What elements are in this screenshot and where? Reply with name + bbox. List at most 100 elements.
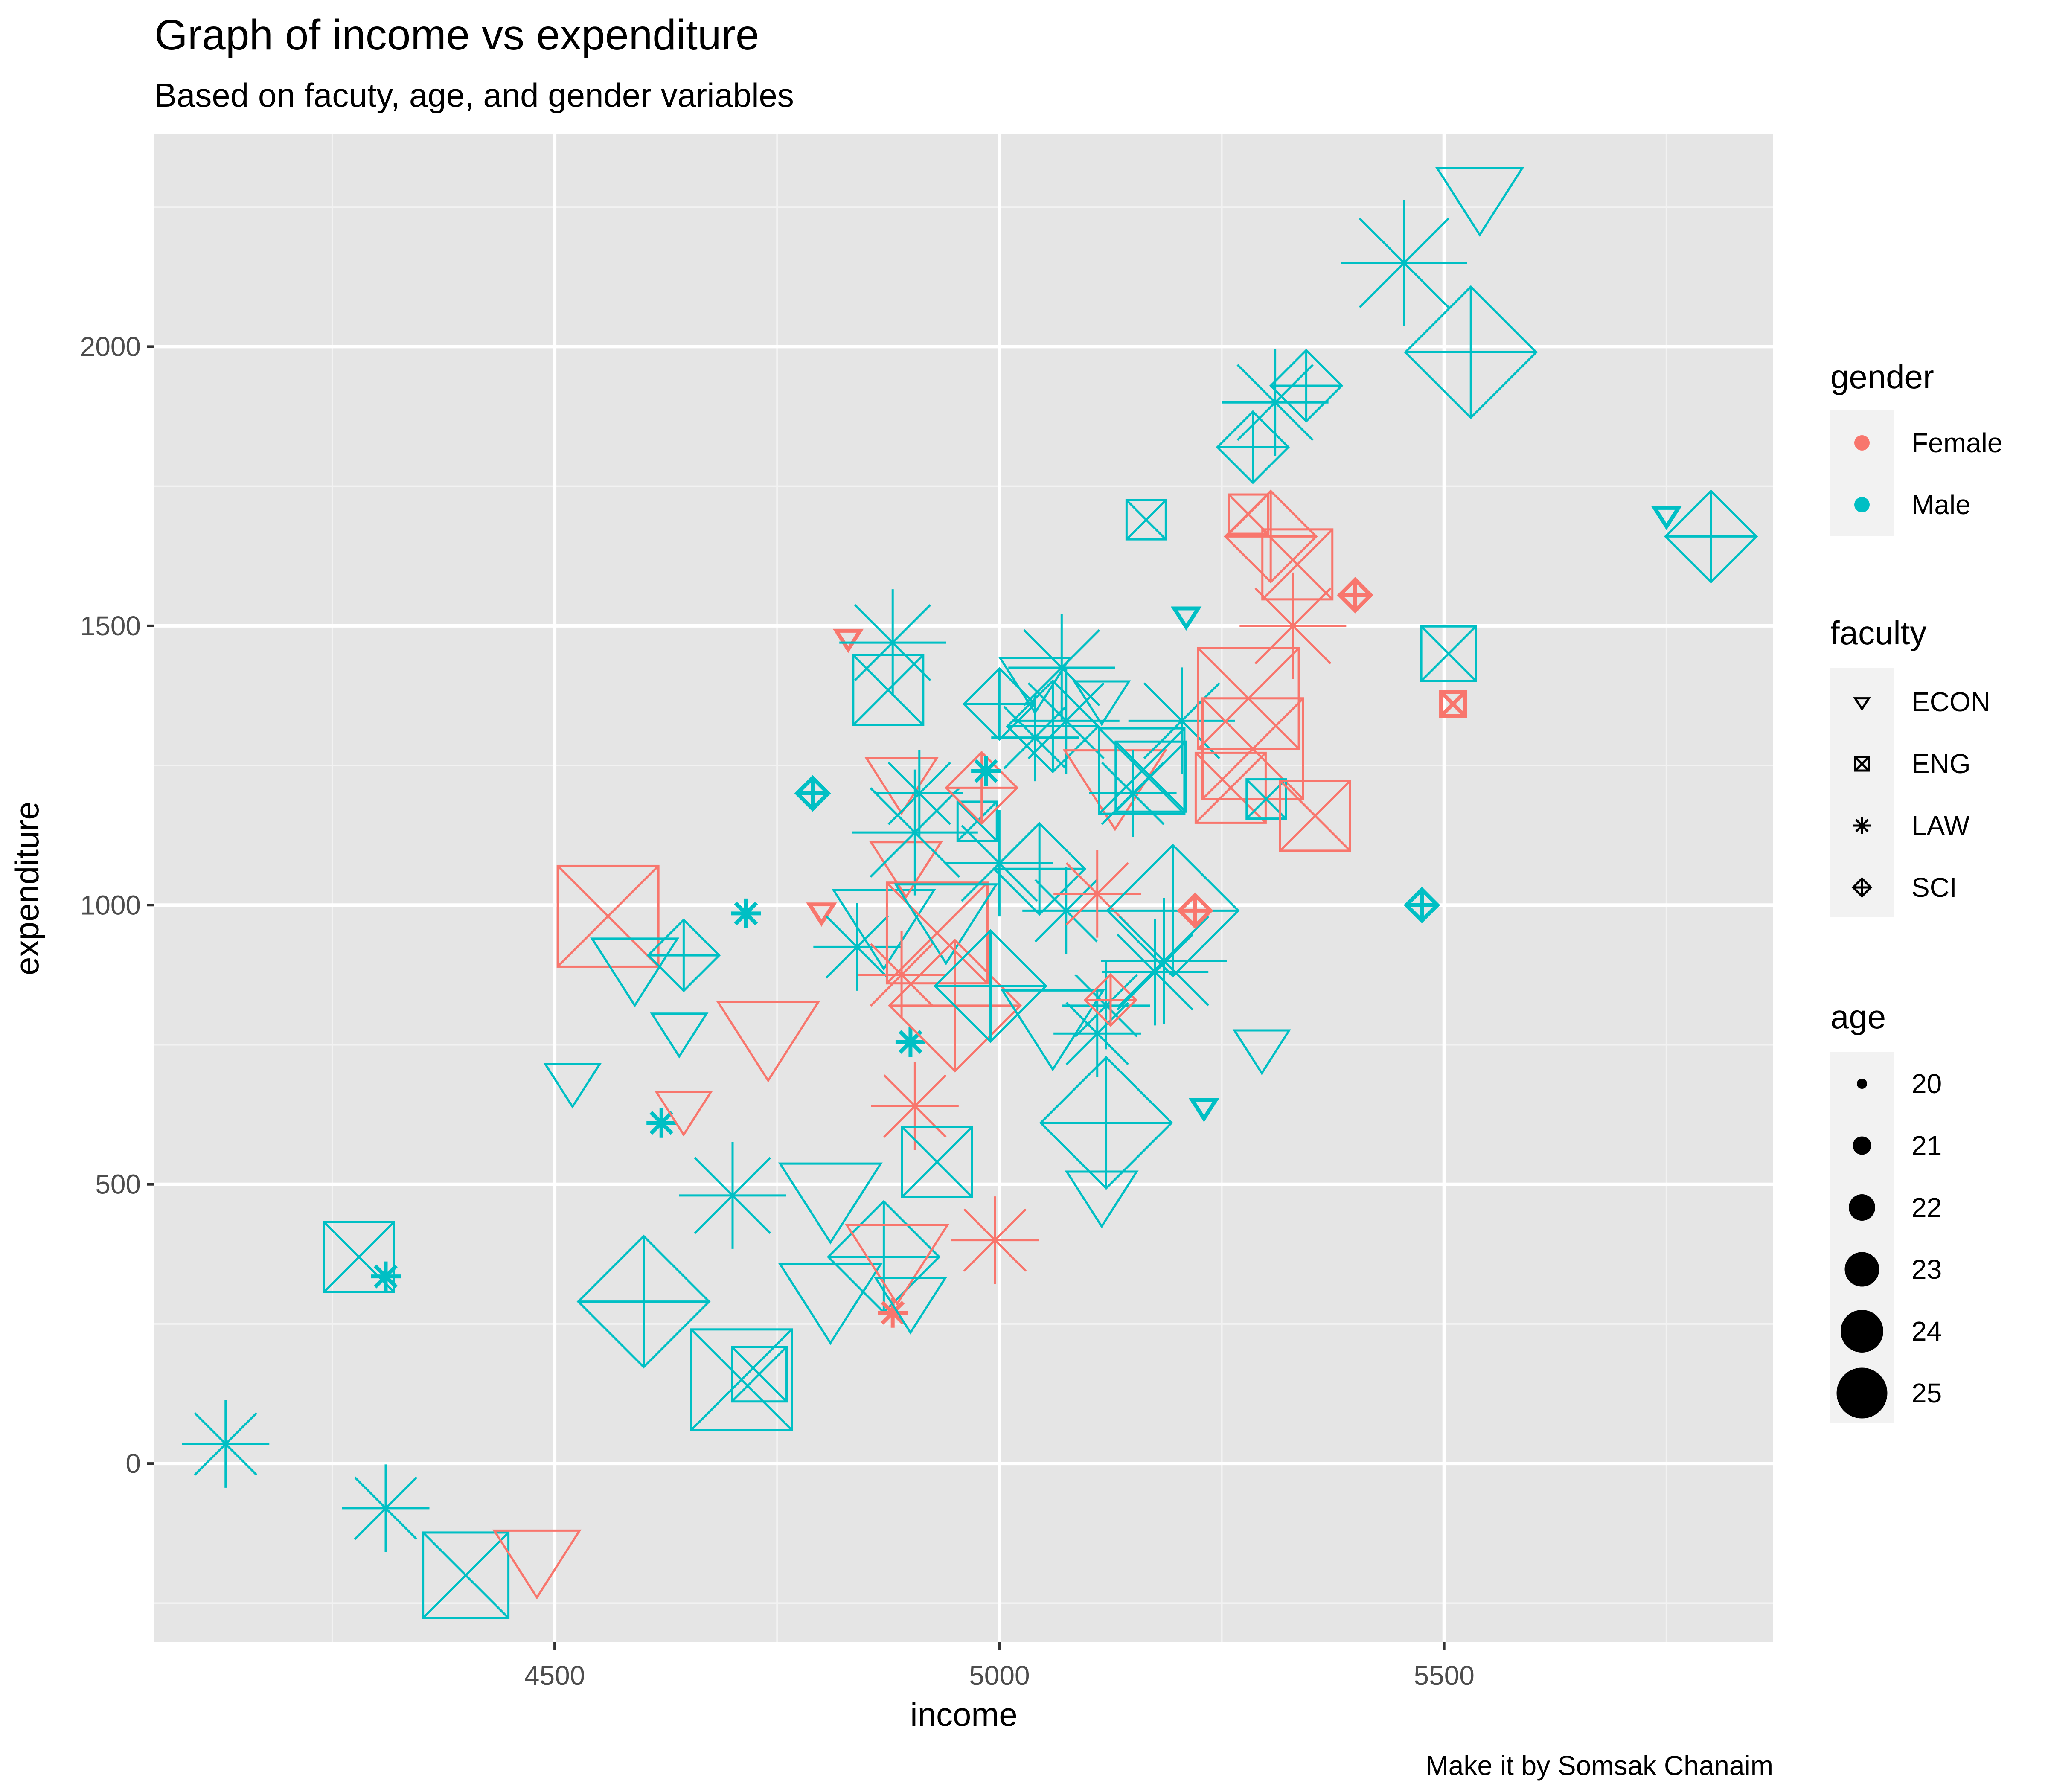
data-point (1188, 1098, 1220, 1123)
data-point (650, 1012, 709, 1059)
data-point (895, 1027, 925, 1057)
data-point (576, 1234, 711, 1369)
data-point (1012, 667, 1120, 774)
data-point (1651, 506, 1682, 530)
data-point (1664, 489, 1758, 584)
data-point (1403, 887, 1440, 924)
data-point (1279, 780, 1351, 852)
data-point (646, 918, 721, 992)
x-axis-label: income (910, 1696, 1017, 1733)
data-point (1269, 349, 1344, 423)
grid-lines (154, 134, 1773, 1642)
data-point (590, 937, 680, 1008)
y-tick-label: 500 (95, 1169, 141, 1200)
data-point (1105, 844, 1240, 978)
data-point (1008, 614, 1115, 721)
data-point (492, 1529, 582, 1600)
data-point (934, 929, 1048, 1043)
data-point (556, 864, 660, 968)
x-tick-label: 5000 (969, 1660, 1030, 1691)
y-tick-label: 0 (125, 1448, 141, 1479)
legend-area: gender Female Male faculty ECON ENG LAW SCI age 2… (1830, 358, 2002, 1423)
x-tick-label: 4500 (524, 1660, 585, 1691)
data-point (1065, 1170, 1139, 1229)
legend-label-male: Male (1911, 489, 1971, 520)
y-tick-label: 1500 (80, 611, 141, 641)
data-point (731, 1346, 788, 1403)
legend-key-female (1854, 435, 1870, 451)
data-point (876, 749, 963, 837)
plot-panel (154, 134, 1773, 1642)
data-point (1072, 680, 1131, 726)
data-points (182, 167, 1758, 1619)
data-point (1101, 898, 1227, 1024)
data-point (1039, 1056, 1173, 1190)
legend-label-age-23: 23 (1911, 1254, 1942, 1285)
axes: 4500 5000 5500 0 500 1000 1500 2000 (80, 331, 1475, 1691)
data-point (832, 628, 864, 653)
data-point (654, 1091, 713, 1137)
chart-subtitle: Based on facuty, age, and gender variabl… (154, 76, 794, 114)
data-point (1239, 572, 1347, 679)
legend-key-male (1854, 497, 1870, 512)
data-point (778, 1263, 883, 1345)
legend-label-sci: SCI (1911, 872, 1957, 903)
legend-label-age-22: 22 (1911, 1192, 1942, 1223)
legend-key-eng (1854, 756, 1870, 772)
data-point (543, 1063, 602, 1109)
data-point (1261, 528, 1334, 601)
data-point (878, 1297, 908, 1328)
data-point (873, 1277, 948, 1335)
data-point (731, 898, 761, 928)
legend-title-faculty: faculty (1830, 614, 1926, 652)
data-point (992, 822, 1087, 916)
data-point (858, 931, 945, 1019)
data-point (839, 589, 946, 696)
data-point (1006, 679, 1100, 774)
data-point (646, 1108, 677, 1138)
data-point (871, 1062, 959, 1150)
legend-key-law (1853, 817, 1871, 834)
legend-label-law: LAW (1911, 810, 1970, 841)
data-point (1435, 167, 1524, 237)
data-point (845, 1224, 950, 1306)
legend-label-eng: ENG (1911, 748, 1971, 779)
legend-key-bg-gender (1830, 410, 1894, 536)
data-point (806, 902, 837, 927)
y-tick-label: 2000 (80, 331, 141, 362)
legend-label-econ: ECON (1911, 687, 1990, 717)
data-point (852, 769, 978, 896)
data-point (778, 1162, 883, 1245)
data-point (679, 1142, 786, 1249)
legend-key-age-21 (1853, 1136, 1871, 1155)
data-point (893, 883, 998, 966)
y-axis-label: expenditure (8, 801, 46, 975)
legend-key-age-20 (1857, 1079, 1867, 1089)
legend-label-age-25: 25 (1911, 1378, 1942, 1408)
data-point (1125, 499, 1167, 541)
x-tick-label: 5500 (1414, 1660, 1475, 1691)
data-point (1337, 577, 1373, 614)
data-point (1170, 606, 1202, 631)
legend-label-age-24: 24 (1911, 1316, 1942, 1347)
legend-key-sci (1851, 877, 1873, 898)
data-point (1222, 349, 1329, 456)
data-point (1128, 667, 1235, 774)
data-point (422, 1531, 510, 1619)
data-point (182, 1400, 270, 1488)
data-point (1053, 989, 1141, 1077)
data-point (901, 1126, 973, 1198)
data-point (1053, 850, 1141, 938)
legend-key-bg-age (1830, 1052, 1894, 1423)
data-point (1232, 1029, 1291, 1076)
legend-label-age-21: 21 (1911, 1130, 1942, 1161)
data-point (1420, 625, 1477, 682)
data-point (831, 889, 936, 971)
legend-key-age-24 (1841, 1310, 1883, 1353)
data-point (342, 1464, 430, 1552)
chart-caption: Make it by Somsak Chanaim (1425, 1750, 1773, 1781)
data-point (1000, 989, 1105, 1071)
legend-label-age-20: 20 (1911, 1068, 1942, 1099)
